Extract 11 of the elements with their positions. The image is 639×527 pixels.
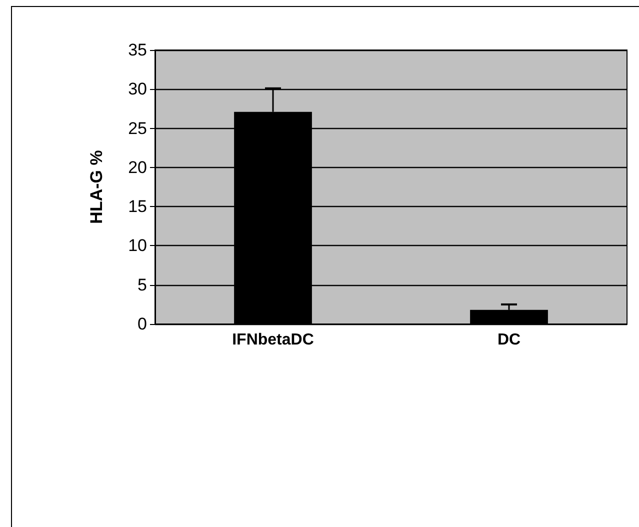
- x-tick-label: DC: [497, 332, 521, 348]
- y-tick-label: 30: [128, 80, 147, 99]
- y-tick-label: 10: [128, 236, 147, 256]
- y-axis-title: HLA-G %: [87, 150, 106, 224]
- y-tick-label: 0: [138, 314, 147, 334]
- x-tick-label: IFNbetaDC: [232, 332, 314, 348]
- y-tick-label: 35: [128, 40, 147, 60]
- y-tick-label: 20: [128, 158, 147, 177]
- y-tick-label: 25: [128, 118, 147, 138]
- y-tick-label: 15: [128, 197, 147, 216]
- y-tick-label: 5: [138, 275, 147, 294]
